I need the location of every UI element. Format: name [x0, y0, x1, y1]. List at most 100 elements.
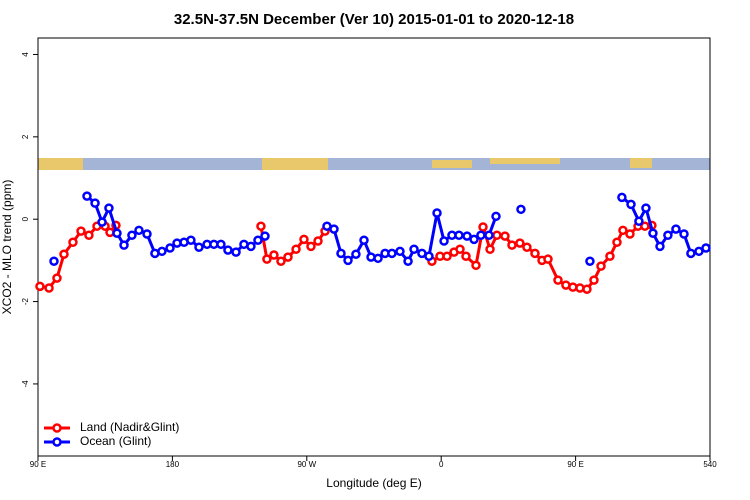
series — [35, 220, 657, 294]
legend-marker — [52, 437, 62, 447]
y-tick-label: 0 — [21, 216, 30, 221]
point — [253, 235, 263, 245]
point — [455, 244, 465, 255]
point — [387, 248, 397, 259]
y-tick-label: -2 — [21, 297, 30, 305]
y-tick-label: 4 — [21, 52, 30, 57]
point — [82, 191, 92, 201]
point — [291, 244, 301, 255]
point — [165, 243, 175, 253]
point — [260, 231, 270, 241]
point — [276, 256, 286, 266]
point — [359, 235, 369, 245]
point — [306, 241, 316, 252]
point — [492, 230, 502, 241]
point — [351, 249, 361, 259]
point — [194, 242, 204, 252]
point — [484, 230, 494, 241]
point — [476, 230, 486, 241]
x-tick-label: 0 — [439, 460, 444, 469]
point — [90, 198, 100, 208]
point — [471, 260, 481, 271]
point — [694, 246, 704, 257]
point — [403, 256, 413, 266]
point — [97, 217, 107, 227]
legend: Land (Nadir&Glint)Ocean (Glint) — [44, 420, 179, 448]
point — [246, 241, 256, 252]
point — [373, 253, 383, 264]
point — [500, 231, 510, 241]
point — [671, 224, 681, 234]
y-tick-label: 2 — [21, 134, 30, 139]
point — [52, 273, 62, 283]
point — [454, 230, 464, 241]
point — [186, 235, 196, 245]
point — [329, 224, 339, 234]
point — [634, 216, 644, 227]
point — [269, 250, 279, 260]
point — [104, 203, 114, 213]
x-tick-label: 180 — [166, 460, 180, 469]
x-tick-label: 540 — [703, 460, 717, 469]
point — [134, 225, 144, 236]
point — [231, 247, 241, 257]
point — [618, 225, 628, 236]
point — [522, 242, 532, 252]
point — [596, 261, 606, 271]
point — [462, 231, 472, 241]
point — [424, 251, 434, 262]
point — [625, 229, 635, 239]
point — [612, 237, 622, 248]
series — [49, 191, 711, 266]
point — [262, 254, 272, 264]
y-tick-label: -4 — [21, 380, 30, 388]
point — [491, 211, 501, 222]
point — [313, 236, 323, 246]
chart-title: 32.5N-37.5N December (Ver 10) 2015-01-01… — [174, 11, 574, 28]
point — [216, 239, 226, 250]
point — [283, 252, 293, 262]
point — [44, 283, 54, 293]
point — [142, 229, 152, 239]
point — [478, 222, 488, 232]
point — [59, 249, 69, 259]
point — [336, 248, 346, 259]
point — [701, 243, 711, 253]
x-axis-label: Longitude (deg E) — [326, 476, 421, 490]
point — [49, 256, 59, 266]
point — [655, 241, 665, 252]
point — [223, 245, 233, 255]
point — [585, 256, 595, 266]
point — [299, 234, 309, 245]
point — [516, 204, 526, 215]
point — [686, 248, 696, 259]
x-tick-label: 90 W — [297, 460, 316, 469]
point — [530, 248, 540, 259]
point — [641, 203, 651, 213]
x-tick-label: 90 E — [567, 460, 583, 469]
point — [507, 240, 517, 250]
point — [439, 236, 449, 246]
map-strip — [38, 158, 710, 170]
point — [395, 246, 405, 257]
point — [605, 251, 615, 262]
point — [617, 192, 627, 203]
point — [485, 244, 495, 255]
legend-label: Land (Nadir&Glint) — [80, 420, 179, 434]
legend-marker — [52, 423, 62, 433]
point — [84, 230, 94, 241]
x-tick-label: 90 E — [30, 460, 46, 469]
point — [626, 199, 636, 210]
point — [663, 230, 673, 241]
point — [582, 284, 592, 294]
point — [157, 246, 167, 257]
point — [679, 229, 689, 239]
point — [119, 240, 129, 250]
point — [432, 208, 442, 218]
point — [68, 237, 78, 248]
point — [589, 275, 599, 285]
point — [127, 230, 137, 241]
point — [409, 244, 419, 255]
point — [648, 228, 658, 238]
